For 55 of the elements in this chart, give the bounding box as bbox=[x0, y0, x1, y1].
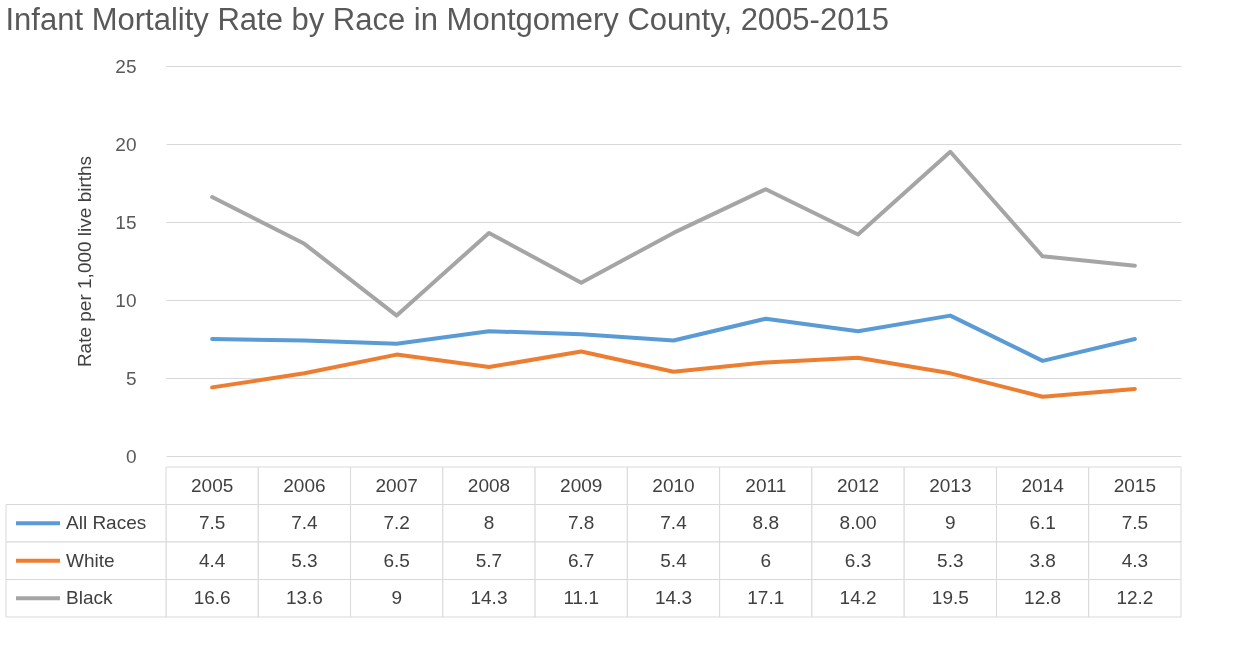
data-label: 12.2 bbox=[1116, 587, 1154, 609]
y-tick-label: 10 bbox=[115, 289, 137, 311]
data-label: 9 bbox=[391, 587, 402, 609]
data-label: 17.1 bbox=[747, 587, 785, 609]
legend-label: All Races bbox=[66, 512, 147, 534]
data-label: 7.5 bbox=[1121, 512, 1149, 534]
data-label: 9 bbox=[945, 512, 956, 534]
x-tick-label: 2009 bbox=[560, 474, 603, 496]
data-label: 7.2 bbox=[383, 512, 410, 534]
y-tick-label: 5 bbox=[125, 367, 137, 389]
data-label: 4.4 bbox=[198, 549, 226, 571]
data-label: 7.5 bbox=[198, 512, 226, 534]
legend-label: Black bbox=[66, 587, 113, 609]
x-tick-label: 2015 bbox=[1113, 474, 1156, 496]
x-tick-label: 2014 bbox=[1021, 474, 1065, 496]
data-label: 19.5 bbox=[931, 587, 969, 609]
x-tick-label: 2012 bbox=[836, 474, 880, 496]
y-axis-title: Rate per 1,000 live births bbox=[74, 155, 96, 368]
data-label: 8.8 bbox=[752, 512, 779, 534]
data-label: 5.3 bbox=[937, 549, 964, 571]
x-tick-label: 2010 bbox=[652, 474, 695, 496]
data-label: 8.00 bbox=[839, 512, 877, 534]
x-tick-label: 2011 bbox=[745, 474, 787, 496]
data-label: 5.4 bbox=[660, 549, 688, 571]
data-label: 6.7 bbox=[568, 549, 595, 571]
data-label: 11.1 bbox=[563, 587, 600, 609]
chart-title: Infant Mortality Rate by Race in Montgomery County, 2005-2015 bbox=[5, 2, 889, 37]
data-label: 3.8 bbox=[1029, 549, 1056, 571]
x-tick-label: 2008 bbox=[467, 474, 511, 496]
data-label: 6 bbox=[760, 549, 772, 571]
data-label: 13.6 bbox=[285, 587, 323, 609]
data-label: 7.4 bbox=[291, 512, 319, 534]
data-label: 7.4 bbox=[660, 512, 688, 534]
data-label: 14.3 bbox=[470, 587, 508, 609]
y-tick-label: 0 bbox=[125, 445, 137, 467]
data-label: 5.7 bbox=[475, 549, 503, 571]
x-tick-label: 2006 bbox=[283, 474, 326, 496]
x-tick-label: 2007 bbox=[375, 474, 418, 496]
data-label: 5.3 bbox=[291, 549, 318, 571]
data-label: 14.2 bbox=[839, 587, 877, 609]
data-label: 6.3 bbox=[844, 549, 872, 571]
x-tick-label: 2005 bbox=[191, 474, 234, 496]
data-label: 8 bbox=[483, 512, 495, 534]
data-label: 6.1 bbox=[1029, 512, 1056, 534]
data-label: 14.3 bbox=[655, 587, 692, 609]
data-label: 7.8 bbox=[568, 512, 595, 534]
data-label: 16.6 bbox=[193, 587, 231, 609]
data-label: 12.8 bbox=[1024, 587, 1062, 609]
y-tick-label: 20 bbox=[115, 133, 137, 155]
data-label: 4.3 bbox=[1121, 549, 1149, 571]
legend-label: White bbox=[66, 549, 115, 571]
y-tick-label: 15 bbox=[115, 211, 137, 233]
x-tick-label: 2013 bbox=[929, 474, 972, 496]
y-tick-label: 25 bbox=[115, 55, 137, 77]
data-label: 6.5 bbox=[383, 549, 410, 571]
